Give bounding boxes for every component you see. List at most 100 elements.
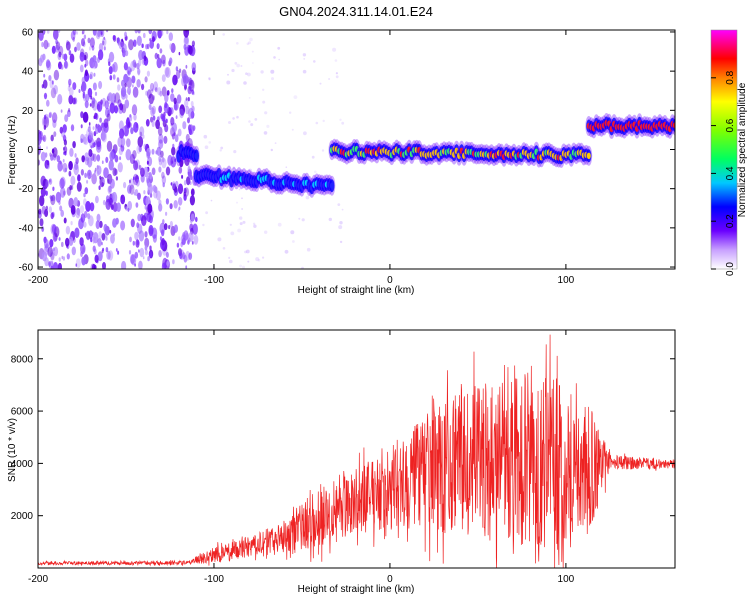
noise-cell (123, 73, 129, 84)
noise-cell (190, 100, 194, 107)
noise-cell (133, 39, 137, 47)
signal-segment (585, 113, 675, 139)
noise-speckle (339, 240, 343, 244)
y-tick-label: 20 (22, 106, 34, 117)
noise-cell (39, 218, 44, 227)
noise-speckle (222, 33, 225, 36)
y-tick-label: -20 (19, 184, 34, 195)
noise-speckle (313, 60, 316, 63)
noise-cell (98, 185, 101, 190)
noise-cell (155, 119, 161, 130)
noise-cell (49, 239, 54, 248)
noise-cell (171, 146, 176, 156)
noise-cell (70, 175, 76, 186)
noise-cell (142, 134, 145, 139)
noise-cell (184, 35, 189, 45)
noise-speckle (230, 231, 235, 236)
noise-speckle (262, 88, 265, 92)
noise-cell (161, 114, 165, 122)
noise-cell (138, 249, 140, 253)
noise-speckle (298, 217, 301, 220)
noise-cell (183, 254, 188, 263)
noise-cell (80, 169, 84, 176)
noise-cell (169, 57, 173, 65)
noise-cell (64, 167, 68, 173)
noise-cell (84, 172, 87, 178)
noise-cell (164, 93, 169, 103)
noise-speckle (255, 257, 260, 262)
y-tick-label: 40 (22, 67, 34, 78)
noise-cell (161, 238, 166, 246)
noise-cell (183, 35, 189, 47)
noise-cell (175, 77, 178, 84)
noise-cell (108, 159, 114, 171)
x-tick-label: -100 (204, 275, 224, 286)
noise-cell (81, 256, 86, 266)
noise-speckle (341, 208, 344, 211)
noise-cell (85, 59, 89, 67)
noise-cell (51, 224, 57, 234)
noise-speckle (277, 46, 281, 50)
noise-cell (42, 79, 48, 89)
noise-cell (46, 99, 50, 107)
x-tick-label: -200 (28, 574, 48, 585)
noise-speckle (335, 72, 338, 75)
noise-cell (51, 112, 58, 124)
noise-cell (73, 163, 79, 176)
noise-cell (53, 84, 58, 95)
noise-cell (149, 251, 153, 258)
noise-cell (96, 101, 103, 112)
noise-cell (173, 224, 178, 233)
noise-cell (59, 205, 63, 212)
noise-speckle (228, 121, 231, 124)
noise-cell (187, 117, 190, 124)
noise-cell (151, 88, 154, 93)
noise-speckle (285, 166, 288, 168)
noise-cell (68, 94, 74, 105)
noise-cell (80, 138, 83, 143)
noise-cell (40, 30, 46, 36)
noise-cell (159, 48, 163, 54)
noise-cell (168, 32, 173, 41)
noise-speckle (241, 197, 243, 200)
signal-peak (194, 152, 199, 160)
noise-cell (40, 186, 46, 197)
spectrogram-x-ticks: -200 -100 0 100 (28, 30, 575, 286)
noise-cell (65, 237, 70, 247)
noise-cell (106, 30, 109, 33)
noise-cell (109, 229, 112, 234)
noise-cell (94, 254, 99, 263)
noise-cell (84, 63, 87, 68)
noise-cell (38, 133, 42, 145)
noise-cell (175, 69, 181, 79)
noise-cell (128, 250, 132, 255)
noise-cell (79, 205, 85, 214)
noise-cell (173, 200, 178, 209)
noise-cell (173, 97, 177, 105)
noise-cell (68, 50, 72, 56)
noise-cell (76, 31, 78, 35)
noise-cell (66, 253, 70, 260)
noise-cell (125, 118, 130, 127)
noise-cell (69, 53, 75, 63)
noise-cell (67, 109, 71, 118)
noise-cell (167, 154, 173, 166)
noise-cell (62, 158, 65, 163)
noise-cell (68, 160, 73, 171)
noise-cell (82, 111, 89, 123)
noise-cell (174, 186, 178, 193)
noise-speckle (219, 149, 222, 152)
noise-cell (154, 87, 158, 93)
noise-cell (94, 170, 97, 174)
noise-cell (187, 239, 190, 245)
x-tick-label: -200 (28, 275, 48, 286)
noise-cell (185, 97, 188, 101)
y-tick-label: 2000 (11, 511, 34, 522)
noise-speckle (341, 121, 345, 125)
noise-cell (161, 74, 166, 82)
noise-cell (158, 250, 162, 258)
noise-cell (117, 41, 120, 46)
noise-cell (172, 259, 175, 265)
noise-cell (106, 250, 111, 260)
snr-panel: -200 -100 0 100 2000 4000 6000 8000 Height of … (7, 329, 676, 595)
